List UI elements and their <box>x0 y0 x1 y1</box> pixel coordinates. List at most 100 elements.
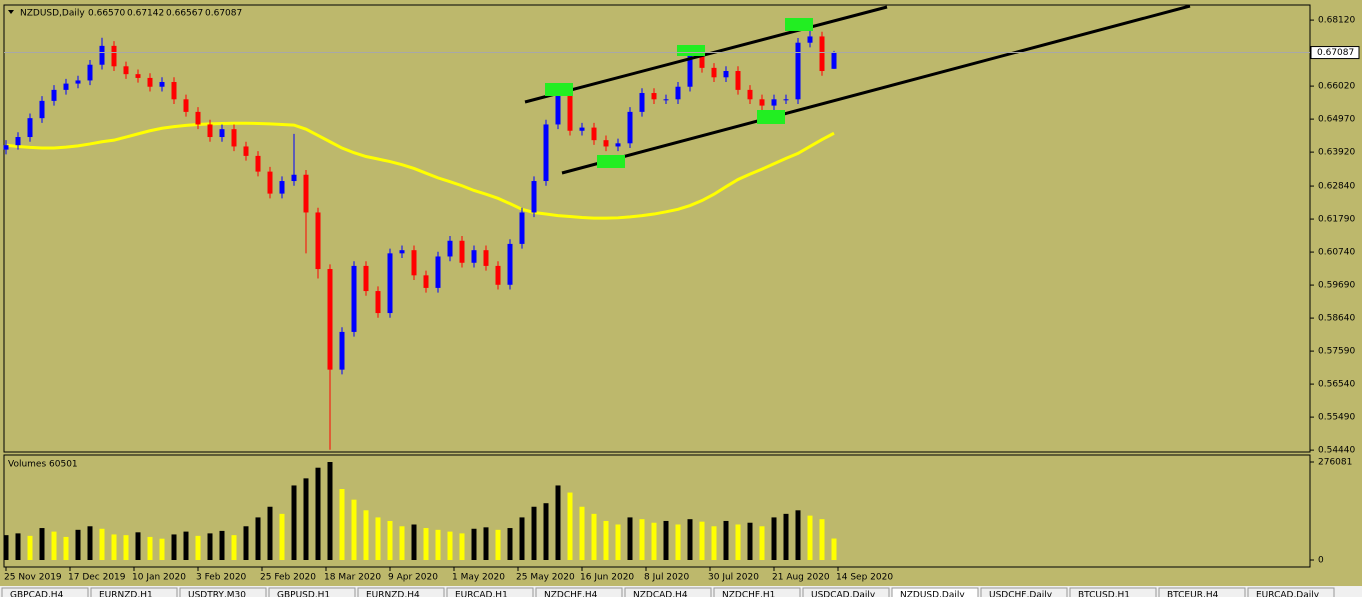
tab[interactable] <box>713 587 801 597</box>
tab[interactable] <box>891 587 979 597</box>
last-price-label: 0.67087 <box>1317 48 1354 58</box>
ohlc-value: 0.66570 <box>88 9 125 19</box>
volume-bar <box>603 520 609 560</box>
x-tick-label: 16 Jun 2020 <box>580 573 634 583</box>
x-tick-label: 14 Sep 2020 <box>836 573 893 583</box>
tab-label[interactable]: NZDCAD,H4 <box>633 591 688 597</box>
volume-bar <box>387 520 393 560</box>
y-tick-label: 0 <box>1318 556 1324 566</box>
candle-body <box>195 111 201 125</box>
tab[interactable] <box>446 587 534 597</box>
y-tick-label: 0.68120 <box>1318 16 1355 26</box>
x-tick-label: 3 Feb 2020 <box>196 573 247 583</box>
candle-body <box>75 80 81 84</box>
y-tick-label: 0.57590 <box>1318 347 1355 357</box>
candle-body <box>615 143 621 147</box>
tab[interactable] <box>1247 587 1335 597</box>
tab-label[interactable]: EURCAD,Daily <box>1256 591 1320 597</box>
volume-bar <box>159 538 165 560</box>
tab-label[interactable]: NZDCHF,H1 <box>722 591 775 597</box>
candle-body <box>39 100 45 119</box>
candle-body <box>555 93 561 125</box>
volume-bar <box>495 529 501 560</box>
candle-body <box>423 275 429 288</box>
ohlc-value: 0.67142 <box>127 9 164 19</box>
x-tick-label: 30 Jul 2020 <box>708 573 759 583</box>
tab-label[interactable]: NZDUSD,Daily <box>900 591 965 597</box>
candle-body <box>363 265 369 292</box>
volume-bar <box>483 527 489 560</box>
volume-bar <box>531 506 537 560</box>
tab-label[interactable]: BTCUSD,H1 <box>1078 591 1130 597</box>
volume-bar <box>759 526 765 560</box>
candle-body <box>711 67 717 78</box>
volume-bar <box>447 531 453 560</box>
tab-label[interactable]: USDTRY,M30 <box>188 591 246 597</box>
tab-label[interactable]: EURNZD,H1 <box>99 591 153 597</box>
candle-body <box>747 89 753 100</box>
volume-bar <box>819 519 825 560</box>
tab-label[interactable]: BTCEUR,H4 <box>1167 591 1219 597</box>
volume-bar <box>51 531 57 560</box>
y-tick-label: 0.60740 <box>1318 248 1355 258</box>
tab[interactable] <box>357 587 445 597</box>
volume-bar <box>795 510 801 560</box>
tab[interactable] <box>624 587 712 597</box>
volume-bar <box>675 524 681 560</box>
chart-title: NZDUSD,Daily <box>20 9 85 19</box>
marker-box <box>677 45 705 56</box>
candle-body <box>543 124 549 182</box>
volume-bar <box>315 467 321 560</box>
volume-bar <box>627 517 633 560</box>
tab[interactable] <box>802 587 890 597</box>
y-tick-label: 0.62840 <box>1318 182 1355 192</box>
volume-bar <box>519 517 525 560</box>
volume-title: Volumes 60501 <box>8 460 78 470</box>
candle-body <box>531 181 537 213</box>
tab-label[interactable]: USDCAD,Daily <box>811 591 876 597</box>
candle-body <box>87 64 93 81</box>
tab[interactable] <box>1 587 89 597</box>
candle-body <box>207 124 213 138</box>
volume-bar <box>303 478 309 560</box>
volume-bar <box>147 536 153 560</box>
candle-body <box>651 93 657 100</box>
ohlc-value: 0.66567 <box>166 9 203 19</box>
tab-label[interactable]: GBPCAD,H4 <box>10 591 64 597</box>
volume-bar <box>699 521 705 560</box>
x-tick-label: 18 Mar 2020 <box>324 573 381 583</box>
volume-bar <box>615 524 621 560</box>
volume-bar <box>543 503 549 560</box>
tab-label[interactable]: USDCHF,Daily <box>989 591 1053 597</box>
trend-line <box>524 5 888 104</box>
tab[interactable] <box>1069 587 1157 597</box>
volume-bar <box>663 520 669 560</box>
volume-bar <box>555 485 561 560</box>
candle-body <box>699 55 705 68</box>
tab[interactable] <box>268 587 356 597</box>
volume-bar <box>375 517 381 560</box>
tab-label[interactable]: GBPUSD,H1 <box>277 591 330 597</box>
tab[interactable] <box>535 587 623 597</box>
candle-body <box>279 181 285 194</box>
x-tick-label: 21 Aug 2020 <box>772 573 830 583</box>
tab[interactable] <box>90 587 178 597</box>
tab[interactable] <box>179 587 267 597</box>
candle-body <box>171 82 177 100</box>
volume-bar <box>723 520 729 560</box>
volume-bar <box>435 529 441 560</box>
tab[interactable] <box>1158 587 1246 597</box>
candle-body <box>27 118 33 138</box>
volume-bar <box>231 535 237 560</box>
tab-label[interactable]: EURNZD,H4 <box>366 591 420 597</box>
x-tick-label: 1 May 2020 <box>452 573 505 583</box>
tab-label[interactable]: EURCAD,H1 <box>455 591 508 597</box>
tab[interactable] <box>980 587 1068 597</box>
candle-body <box>351 265 357 332</box>
candle-body <box>411 250 417 276</box>
marker-box <box>545 83 573 96</box>
moving-average <box>5 121 835 220</box>
tab-label[interactable]: NZDCHF,H4 <box>544 591 598 597</box>
